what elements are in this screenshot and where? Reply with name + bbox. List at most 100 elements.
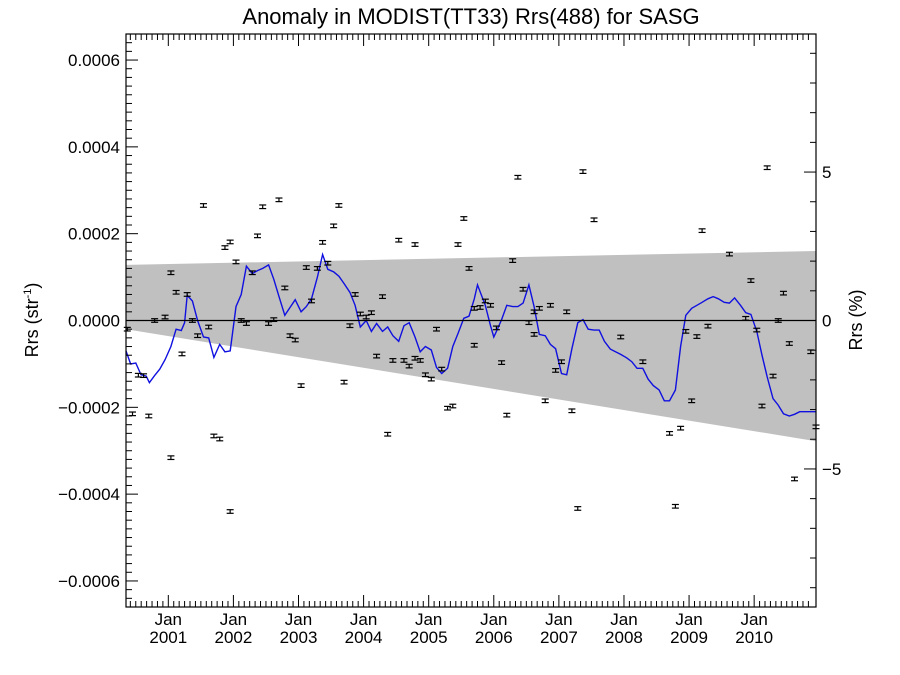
x-tick-label-year: 2006 [475,628,513,647]
data-point [671,503,679,509]
data-point [340,379,348,385]
data-point [725,251,733,257]
data-point [151,318,159,323]
data-point [779,290,787,296]
y-tick-label: −0.0004 [58,485,120,504]
data-point [704,323,712,329]
data-point [763,165,771,171]
data-point [291,337,299,343]
data-point [416,358,424,363]
data-point [438,366,446,372]
data-point [167,270,175,276]
x-tick-label-month: Jan [155,610,182,629]
data-point [346,323,354,329]
data-point [183,292,191,297]
chart-title: Anomaly in MODIST(TT33) Rrs(488) for SAS… [242,4,699,29]
data-point [302,265,310,270]
data-point [226,509,234,514]
data-point [270,317,278,323]
x-tick-label-month: Jan [220,610,247,629]
data-point [421,372,429,378]
data-point [519,286,527,292]
data-point [286,333,294,339]
y-tick-label: 0.0000 [68,312,120,331]
x-tick-label-month: Jan [415,610,442,629]
data-point [140,373,148,379]
data-point [172,289,180,295]
data-point [427,376,435,382]
series-line [125,251,816,417]
data-point [465,266,473,271]
x-tick-label-year: 2002 [214,628,252,647]
data-point [411,242,419,247]
x-tick-label-month: Jan [610,610,637,629]
y2-tick-label: 0 [822,312,831,331]
data-point [682,328,690,334]
data-point [590,217,598,223]
data-point [693,334,701,339]
data-point [205,324,213,330]
data-point [677,425,685,431]
data-point [161,314,169,320]
data-point [509,258,517,263]
data-point [411,355,419,361]
data-point [460,216,468,221]
y-tick-label: −0.0006 [58,572,120,591]
x-tick-label-month: Jan [285,610,312,629]
data-point [194,333,202,339]
data-point [384,431,392,437]
data-point [373,353,381,359]
x-tick-label-month: Jan [675,610,702,629]
data-point [574,506,582,511]
y-tick-label: −0.0002 [58,398,120,417]
x-tick-label-year: 2007 [540,628,578,647]
data-point [535,305,543,311]
data-point [129,411,137,417]
data-point [503,412,511,418]
x-tick-label-year: 2010 [735,628,773,647]
data-point [617,334,625,340]
data-point [400,358,408,363]
data-point [498,360,506,366]
band-polygon [126,251,816,442]
data-point [395,237,403,243]
data-point [145,413,153,419]
series-line-path [125,251,816,417]
data-point [753,327,761,333]
data-point [248,270,256,276]
y2-tick-label: 5 [822,163,831,182]
x-tick-label-year: 2008 [605,628,643,647]
data-point [557,359,565,365]
x-tick-label-year: 2004 [345,628,383,647]
y-axis-label: Rrs (str-1) [22,283,42,358]
data-point [378,294,386,300]
data-point [351,292,359,297]
data-point [226,239,234,245]
x-tick-label-month: Jan [350,610,377,629]
data-point [335,203,343,208]
data-point [666,430,674,436]
data-point [492,325,500,331]
data-point [530,331,538,337]
data-point [313,266,321,271]
data-point [476,305,484,310]
data-point [389,358,397,363]
data-point [167,455,175,461]
x-tick-label-month: Jan [480,610,507,629]
data-point [747,278,755,283]
data-point [367,310,375,316]
data-point [308,298,316,304]
data-point [774,318,782,323]
data-point [216,436,224,442]
data-point [791,476,799,482]
data-point [449,403,457,409]
x-tick-label-month: Jan [545,610,572,629]
data-point [199,203,207,208]
data-point [405,363,413,369]
data-point [769,373,777,379]
y2-tick-label: −5 [822,460,841,479]
data-point [688,398,696,404]
data-point [579,169,587,175]
uncertainty-band [126,251,816,442]
data-point [481,298,489,304]
